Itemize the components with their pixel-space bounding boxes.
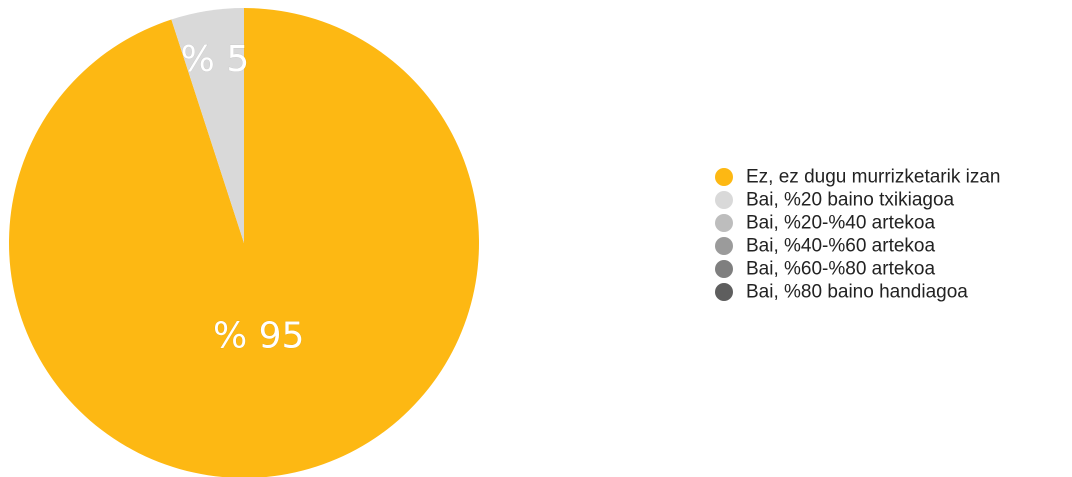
legend-label-1: Bai, %20 baino txikiagoa	[746, 190, 955, 211]
legend-label-5: Bai, %80 baino handiagoa	[746, 282, 968, 303]
legend-swatch-4	[715, 260, 733, 278]
legend-swatch-5	[715, 283, 733, 301]
pie-slice-1	[171, 8, 244, 243]
legend-label-2: Bai, %20-%40 artekoa	[746, 213, 935, 234]
legend-label-3: Bai, %40-%60 artekoa	[746, 236, 935, 257]
pie-slices	[9, 8, 479, 477]
legend-swatch-0	[715, 168, 733, 186]
legend-label-0: Ez, ez dugu murrizketarik izan	[746, 167, 1001, 188]
slice-value-label-1: % 5	[181, 39, 250, 80]
pie-slice-0	[9, 8, 479, 477]
slice-value-label-0: % 95	[213, 315, 304, 356]
legend-swatch-2	[715, 214, 733, 232]
pie-slice-labels: % 95 % 5	[180, 39, 304, 357]
legend-swatch-3	[715, 237, 733, 255]
legend-label-4: Bai, %60-%80 artekoa	[746, 259, 935, 280]
legend-swatch-1	[715, 191, 733, 209]
